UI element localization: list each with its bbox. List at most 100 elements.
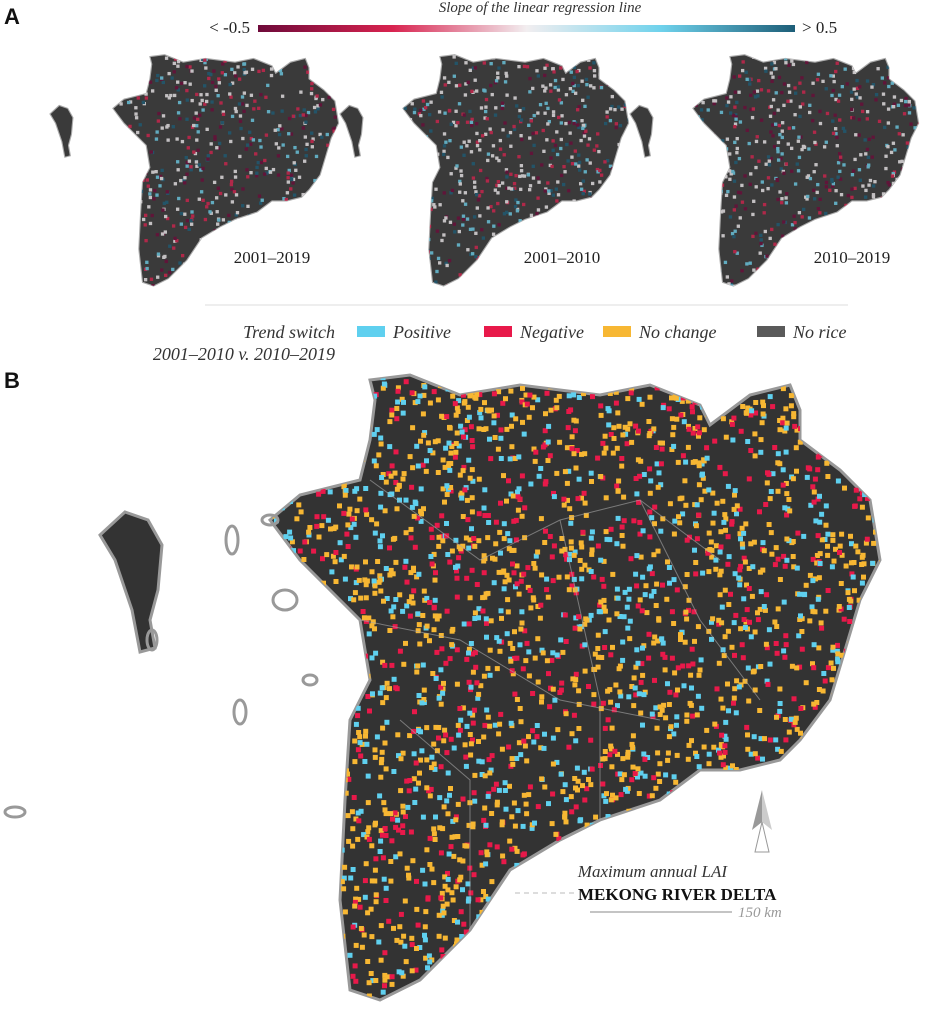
map-pixel bbox=[772, 927, 778, 933]
map-pixel bbox=[417, 945, 423, 950]
map-pixel bbox=[766, 836, 772, 842]
map-pixel bbox=[652, 634, 658, 640]
map-pixel bbox=[907, 99, 911, 104]
map-pixel bbox=[814, 553, 820, 558]
map-pixel bbox=[484, 132, 488, 136]
map-pixel bbox=[427, 638, 432, 644]
map-pixel bbox=[782, 171, 786, 175]
map-pixel bbox=[577, 125, 581, 130]
map-pixel bbox=[870, 560, 876, 566]
map-pixel bbox=[302, 241, 306, 245]
map-pixel bbox=[233, 106, 238, 111]
map-pixel bbox=[418, 212, 422, 216]
map-pixel bbox=[762, 140, 767, 144]
map-pixel bbox=[707, 925, 713, 931]
map-pixel bbox=[764, 592, 770, 598]
map-pixel bbox=[697, 415, 703, 421]
map-pixel bbox=[698, 390, 704, 396]
map-pixel bbox=[389, 407, 395, 413]
map-pixel bbox=[601, 220, 606, 225]
map-pixel bbox=[337, 967, 343, 973]
map-pixel bbox=[217, 77, 221, 81]
map-pixel bbox=[598, 904, 604, 909]
map-pixel bbox=[311, 793, 317, 799]
map-pixel bbox=[876, 578, 880, 583]
map-pixel bbox=[769, 104, 773, 109]
map-pixel bbox=[512, 124, 516, 129]
map-pixel bbox=[208, 210, 212, 214]
map-pixel bbox=[475, 140, 480, 144]
map-pixel bbox=[873, 961, 879, 967]
map-pixel bbox=[805, 976, 811, 982]
map-pixel bbox=[471, 707, 477, 713]
map-pixel bbox=[185, 164, 189, 168]
map-pixel bbox=[850, 574, 856, 580]
map-pixel bbox=[461, 223, 465, 227]
map-pixel bbox=[775, 606, 781, 612]
map-pixel bbox=[846, 718, 852, 724]
map-pixel bbox=[893, 148, 897, 152]
map-pixel bbox=[881, 234, 885, 238]
map-pixel bbox=[703, 148, 707, 152]
map-pixel bbox=[664, 596, 670, 602]
map-pixel bbox=[564, 480, 570, 486]
map-pixel bbox=[601, 583, 607, 589]
map-pixel bbox=[910, 145, 914, 149]
map-pixel bbox=[585, 82, 589, 87]
map-pixel bbox=[865, 772, 871, 778]
map-pixel bbox=[868, 475, 874, 481]
map-pixel bbox=[132, 219, 137, 223]
map-pixel bbox=[873, 203, 877, 207]
map-pixel bbox=[686, 802, 691, 808]
map-pixel bbox=[335, 138, 339, 143]
map-pixel bbox=[498, 456, 504, 461]
map-pixel bbox=[466, 414, 472, 420]
map-pixel bbox=[834, 987, 840, 993]
map-pixel bbox=[616, 964, 622, 970]
map-pixel bbox=[549, 89, 553, 93]
map-pixel bbox=[230, 67, 234, 72]
map-pixel bbox=[466, 646, 472, 652]
map-pixel bbox=[690, 713, 696, 719]
map-pixel bbox=[619, 206, 623, 211]
map-pixel bbox=[421, 392, 427, 398]
map-pixel bbox=[768, 806, 774, 812]
map-pixel bbox=[860, 971, 866, 977]
map-pixel bbox=[867, 163, 871, 167]
map-pixel bbox=[862, 921, 868, 927]
map-pixel bbox=[792, 935, 798, 941]
map-pixel bbox=[403, 1005, 408, 1010]
map-pixel bbox=[539, 916, 545, 922]
map-pixel bbox=[432, 577, 438, 583]
map-pixel bbox=[543, 73, 547, 78]
map-pixel bbox=[326, 894, 331, 900]
map-pixel bbox=[610, 849, 616, 854]
map-pixel bbox=[811, 93, 815, 98]
map-pixel bbox=[369, 623, 375, 629]
map-pixel bbox=[498, 138, 503, 143]
map-pixel bbox=[505, 200, 509, 204]
map-pixel bbox=[776, 108, 780, 112]
map-pixel bbox=[380, 472, 386, 477]
map-pixel bbox=[307, 525, 313, 530]
map-pixel bbox=[119, 276, 124, 280]
map-pixel bbox=[332, 129, 336, 133]
map-pixel bbox=[815, 280, 819, 285]
map-pixel bbox=[817, 911, 823, 916]
map-pixel bbox=[635, 766, 641, 772]
map-pixel bbox=[156, 275, 160, 279]
map-pixel bbox=[363, 861, 369, 867]
map-pixel bbox=[163, 254, 167, 259]
map-pixel bbox=[175, 207, 180, 211]
map-pixel bbox=[852, 116, 856, 120]
map-pixel bbox=[495, 156, 499, 160]
map-pixel bbox=[148, 195, 153, 200]
map-pixel bbox=[787, 63, 791, 67]
map-pixel bbox=[783, 764, 789, 769]
map-pixel bbox=[672, 518, 678, 524]
map-pixel bbox=[291, 114, 296, 118]
map-pixel bbox=[510, 282, 514, 286]
map-pixel bbox=[830, 644, 836, 650]
map-pixel bbox=[355, 683, 361, 689]
map-pixel bbox=[754, 385, 759, 391]
